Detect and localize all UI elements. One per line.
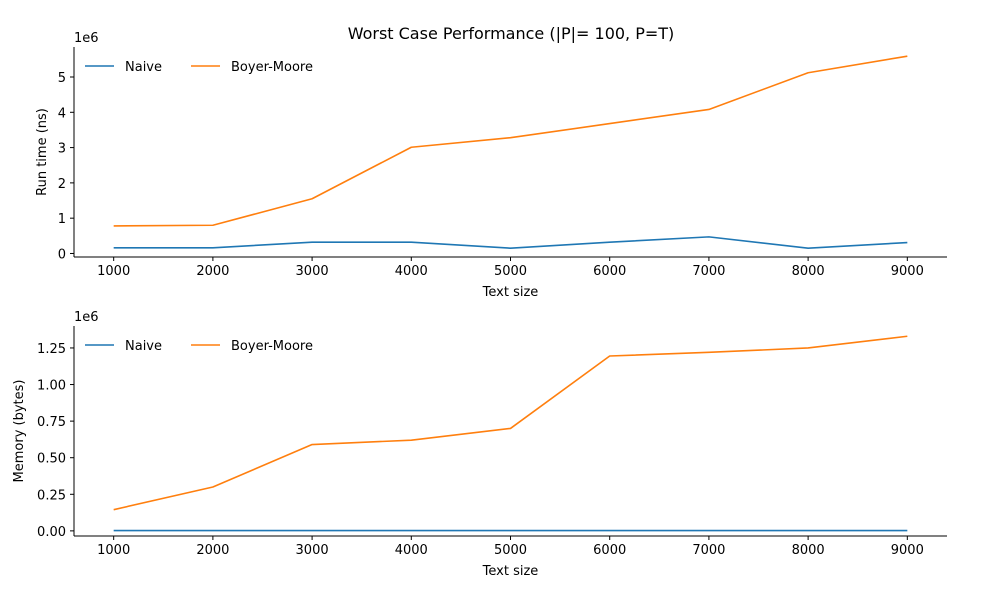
x-tick-label: 7000 bbox=[692, 543, 725, 558]
x-tick-label: 4000 bbox=[395, 264, 428, 279]
y-tick-label: 1.00 bbox=[37, 379, 66, 394]
x-tick-label: 6000 bbox=[593, 264, 626, 279]
x-tick-label: 8000 bbox=[792, 264, 825, 279]
y-tick-label: 0.00 bbox=[37, 525, 66, 540]
legend-label: Naive bbox=[125, 60, 162, 75]
x-tick-label: 2000 bbox=[196, 543, 229, 558]
chart-title: Worst Case Performance (|P|= 100, P=T) bbox=[348, 24, 675, 43]
x-axis-label: Text size bbox=[482, 564, 539, 579]
legend: Naive Boyer-Moore bbox=[85, 339, 313, 354]
x-tick-label: 5000 bbox=[494, 543, 527, 558]
x-tick-label: 2000 bbox=[196, 264, 229, 279]
charts-container: 1000 2000 3000 4000 5000 6000 7000 8000 9000 0 1 2 3… bbox=[12, 31, 947, 579]
legend-label: Naive bbox=[125, 339, 162, 354]
x-tick-label: 6000 bbox=[593, 543, 626, 558]
x-tick-label: 8000 bbox=[792, 543, 825, 558]
x-tick-label: 5000 bbox=[494, 264, 527, 279]
x-tick-label: 4000 bbox=[395, 543, 428, 558]
x-tick-label: 7000 bbox=[692, 264, 725, 279]
y-tick-label: 1.25 bbox=[37, 342, 66, 357]
x-axis-label: Text size bbox=[482, 285, 539, 300]
y-tick-label: 3 bbox=[58, 142, 66, 157]
x-tick-label: 1000 bbox=[97, 264, 130, 279]
x-tick-label: 9000 bbox=[891, 543, 924, 558]
y-tick-label: 0 bbox=[58, 247, 66, 262]
y-tick-label: 4 bbox=[58, 106, 66, 121]
y-tick-label: 0.50 bbox=[37, 452, 66, 467]
subplot-1: 1000 2000 3000 4000 5000 6000 7000 8000 9000 0 1 2 3… bbox=[35, 31, 947, 300]
legend-label: Boyer-Moore bbox=[231, 60, 313, 75]
x-tick-label: 9000 bbox=[891, 264, 924, 279]
x-tick-label: 3000 bbox=[296, 264, 329, 279]
y-tick-label: 2 bbox=[58, 177, 66, 192]
y-axis-label: Memory (bytes) bbox=[12, 380, 27, 483]
y-tick-label: 5 bbox=[58, 71, 66, 86]
x-tick-label: 1000 bbox=[97, 543, 130, 558]
y-offset-label: 1e6 bbox=[74, 310, 99, 325]
y-axis-label: Run time (ns) bbox=[35, 108, 50, 196]
legend-label: Boyer-Moore bbox=[231, 339, 313, 354]
y-offset-label: 1e6 bbox=[74, 31, 99, 46]
x-tick-label: 3000 bbox=[296, 543, 329, 558]
subplot-2: 1000 2000 3000 4000 5000 6000 7000 8000 9000 0.00… bbox=[12, 310, 947, 579]
y-tick-label: 1 bbox=[58, 212, 66, 227]
y-tick-label: 0.25 bbox=[37, 488, 66, 503]
y-tick-label: 0.75 bbox=[37, 415, 66, 430]
legend: Naive Boyer-Moore bbox=[85, 60, 313, 75]
